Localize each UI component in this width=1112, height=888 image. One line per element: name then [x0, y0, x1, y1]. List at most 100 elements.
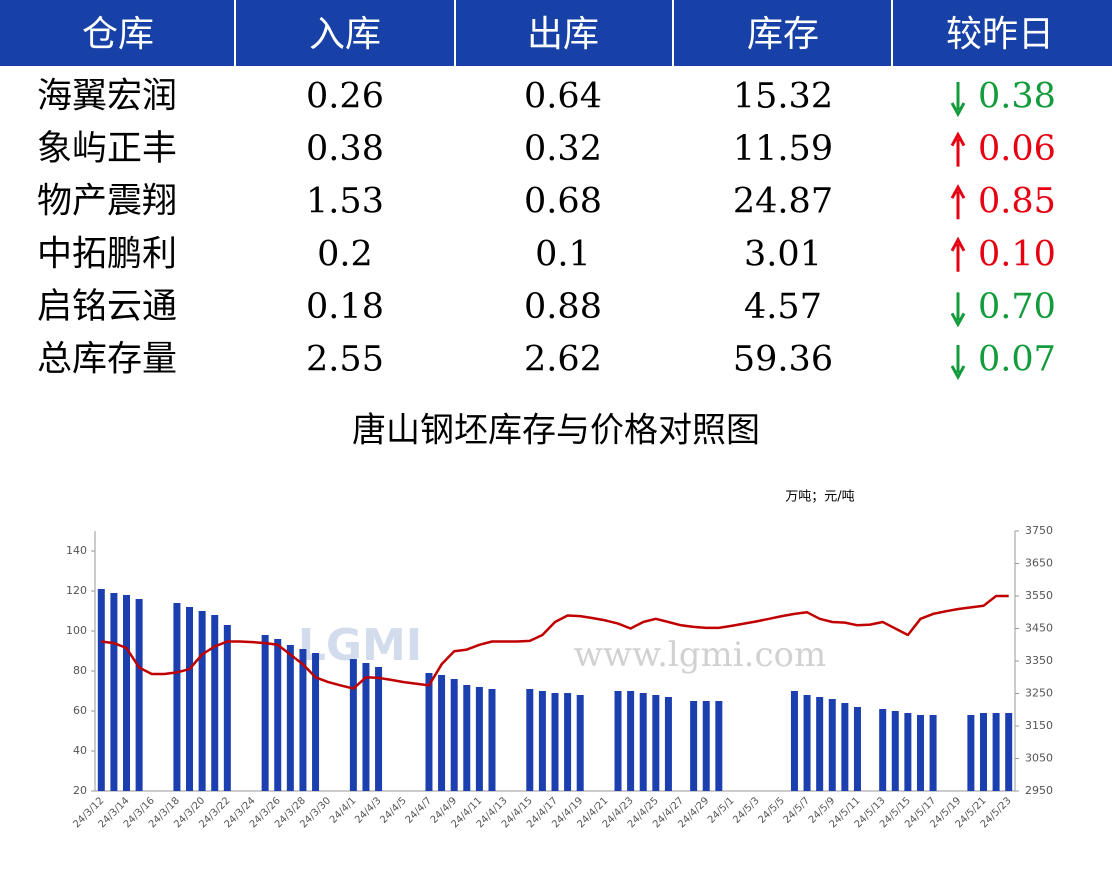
value-cell: 11.59: [733, 129, 833, 169]
value-cell: 2.55: [306, 340, 384, 380]
bar: [627, 691, 635, 791]
bar: [916, 715, 924, 791]
bar: [564, 693, 572, 791]
bar: [186, 607, 194, 791]
change-arrow: [950, 82, 966, 118]
value-cell: 0.1: [535, 234, 591, 274]
bar: [715, 701, 723, 791]
y-tick-label: 120: [66, 584, 87, 597]
value-cell: 3.01: [744, 234, 822, 274]
change-arrow: [950, 131, 966, 167]
header-cell: 库存: [747, 14, 819, 55]
bar: [135, 599, 143, 791]
bar: [652, 695, 660, 791]
value-cell: 1.53: [306, 182, 384, 222]
row-name: 中拓鹏利: [37, 234, 177, 274]
bar: [261, 635, 269, 791]
table-header-bg: [0, 0, 1112, 66]
bar: [450, 679, 458, 791]
value-cell: 15.32: [733, 77, 833, 117]
bar: [664, 697, 672, 791]
row-name: 总库存量: [37, 340, 177, 380]
change-arrow: [950, 236, 966, 272]
bar: [828, 699, 836, 791]
value-cell: 0.32: [524, 129, 602, 169]
bar: [173, 603, 181, 791]
y2-tick-label: 3750: [1025, 524, 1053, 537]
bar: [463, 685, 471, 791]
bar: [286, 645, 294, 791]
bar: [538, 691, 546, 791]
y-tick-label: 140: [66, 544, 87, 557]
bar: [853, 707, 861, 791]
y-tick-label: 20: [73, 784, 87, 797]
bar: [123, 595, 131, 791]
change-arrow: [950, 345, 966, 381]
bar: [425, 673, 433, 791]
row-name: 海翼宏润: [37, 77, 177, 117]
bar: [879, 709, 887, 791]
bar: [790, 691, 798, 791]
chart-title: 唐山钢坯库存与价格对照图: [352, 411, 760, 451]
bar: [891, 711, 899, 791]
bar: [312, 653, 320, 791]
bar: [211, 615, 219, 791]
bar: [576, 695, 584, 791]
bar: [904, 713, 912, 791]
change-value: 0.85: [978, 182, 1056, 222]
value-cell: 59.36: [733, 340, 833, 380]
y2-tick-label: 2950: [1025, 784, 1053, 797]
row-name: 物产震翔: [37, 182, 177, 222]
value-cell: 0.18: [306, 287, 384, 327]
bar: [110, 593, 118, 791]
y-tick-label: 100: [66, 624, 87, 637]
bar: [929, 715, 937, 791]
bar: [362, 663, 370, 791]
bar: [299, 649, 307, 791]
change-arrow: [950, 292, 966, 328]
y2-tick-label: 3350: [1025, 654, 1053, 667]
bar: [198, 611, 206, 791]
bar: [979, 713, 987, 791]
header-dividers: [234, 0, 893, 66]
change-value: 0.38: [978, 77, 1056, 117]
change-arrow: [950, 184, 966, 220]
bar: [475, 687, 483, 791]
watermark-url: www.lgmi.com: [574, 635, 826, 675]
value-cell: 0.64: [524, 77, 602, 117]
y2-tick-label: 3550: [1025, 589, 1053, 602]
bar: [967, 715, 975, 791]
change-value: 0.06: [978, 129, 1056, 169]
y-tick-label: 80: [73, 664, 87, 677]
y2-tick-label: 3050: [1025, 752, 1053, 765]
change-value: 0.70: [978, 287, 1056, 327]
value-cell: 24.87: [733, 182, 833, 222]
bar: [816, 697, 824, 791]
bar: [349, 659, 357, 791]
header-cell: 仓库: [82, 14, 154, 55]
bar: [803, 695, 811, 791]
y-tick-label: 40: [73, 744, 87, 757]
value-cell: 0.68: [524, 182, 602, 222]
row-name: 象屿正丰: [37, 129, 177, 169]
value-cell: 0.2: [317, 234, 373, 274]
bar: [992, 713, 1000, 791]
value-cell: 0.38: [306, 129, 384, 169]
bar: [841, 703, 849, 791]
bar: [690, 701, 698, 791]
bar: [526, 689, 534, 791]
y2-tick-label: 3250: [1025, 687, 1053, 700]
bar: [639, 693, 647, 791]
bar: [223, 625, 231, 791]
price-line: [101, 594, 1009, 690]
bar: [274, 639, 282, 791]
bar: [488, 689, 496, 791]
value-cell: 4.57: [744, 287, 822, 327]
value-cell: 2.62: [524, 340, 602, 380]
bar: [614, 691, 622, 791]
header-cell: 出库: [527, 14, 599, 55]
bar: [97, 589, 105, 791]
y-tick-label: 60: [73, 704, 87, 717]
bar: [702, 701, 710, 791]
